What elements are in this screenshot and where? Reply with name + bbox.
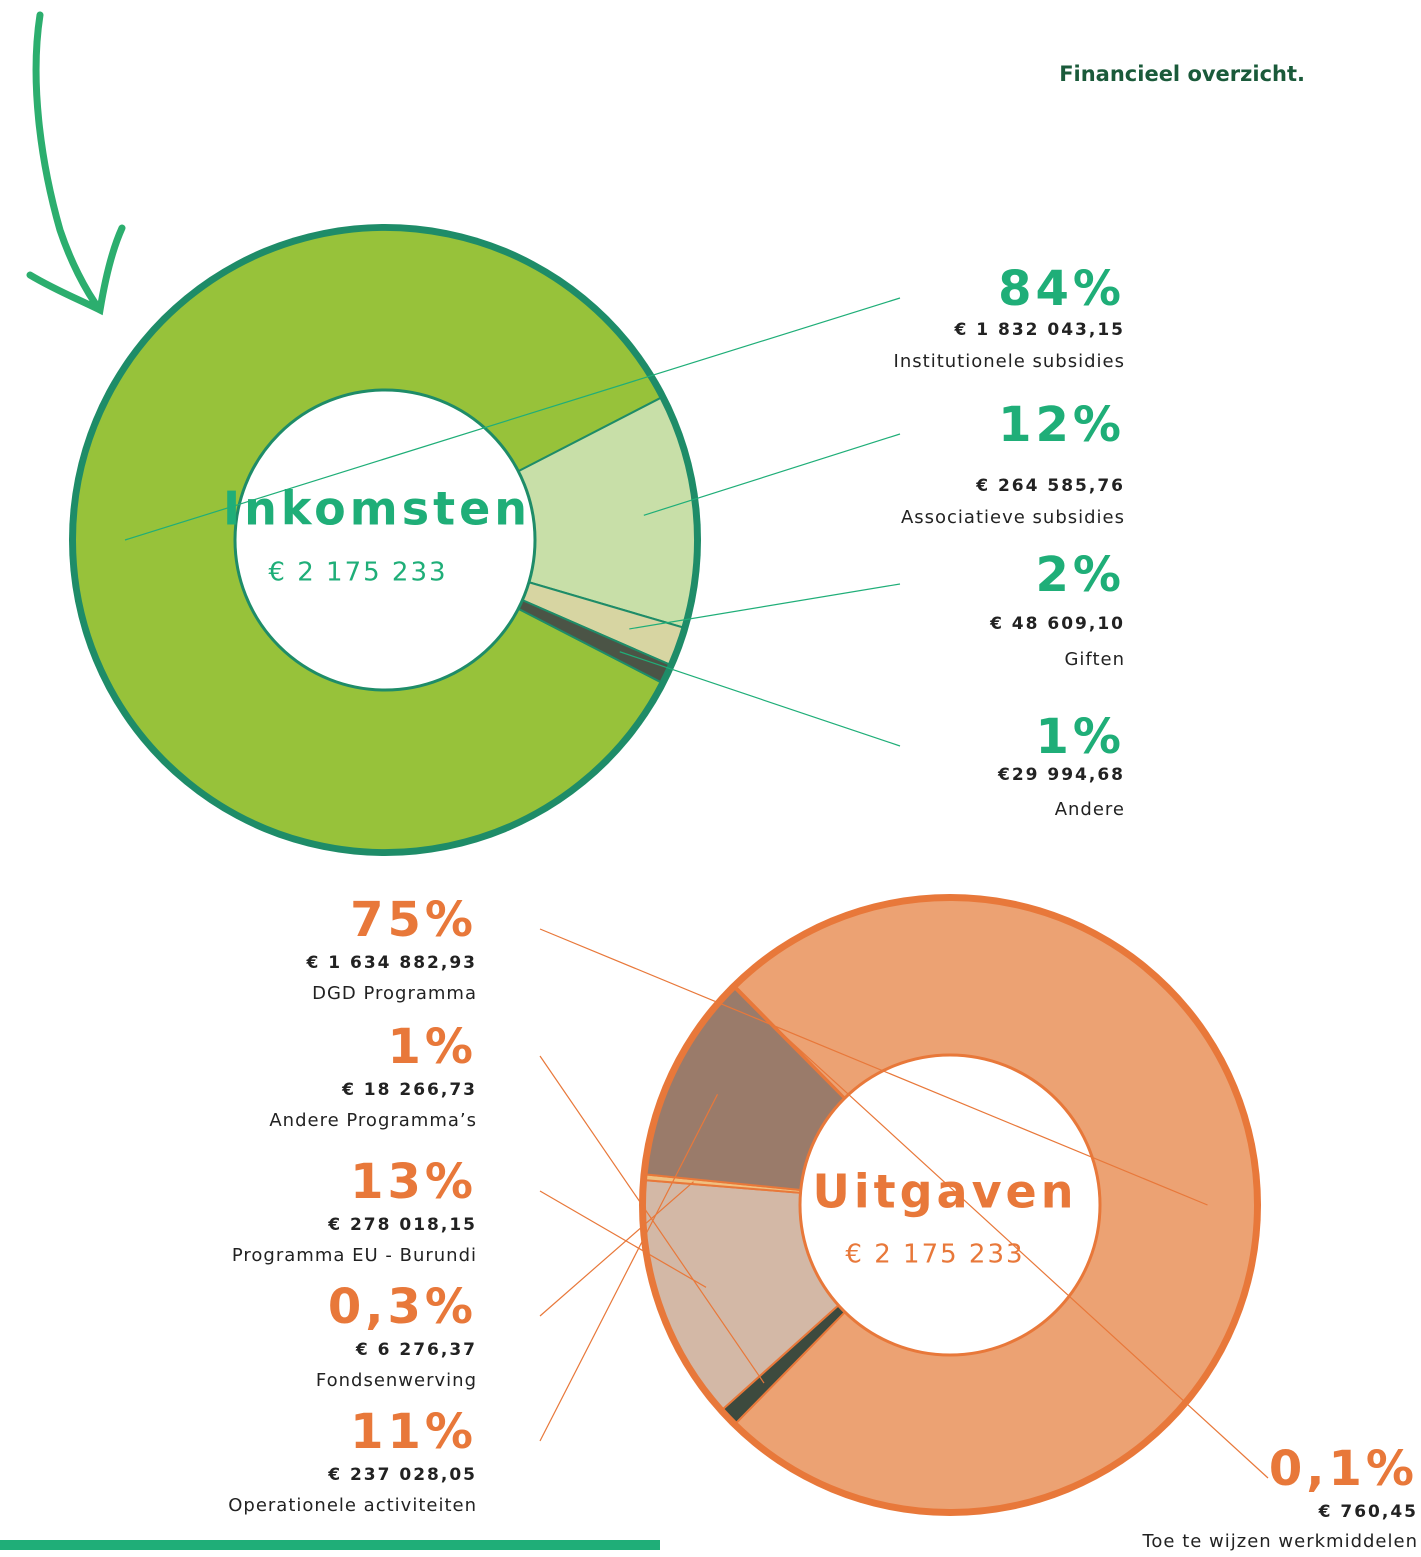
amount-label: € 18 266,73 bbox=[341, 1080, 477, 1100]
amount-label: € 264 585,76 bbox=[975, 476, 1125, 496]
amount-label: € 1 634 882,93 bbox=[306, 953, 478, 973]
category-label: Institutionele subsidies bbox=[894, 351, 1125, 372]
value-label: 13% bbox=[350, 1154, 477, 1210]
arrow bbox=[30, 15, 122, 310]
value-label: 1% bbox=[388, 1019, 478, 1075]
category-label: Giften bbox=[1064, 649, 1125, 670]
page-title: Financieel overzicht. bbox=[1059, 62, 1305, 86]
page: Financieel overzicht. Inkomsten € 2 175 2… bbox=[0, 0, 1421, 1557]
leader-line bbox=[620, 652, 900, 746]
donut-total: € 2 175 233 bbox=[268, 558, 447, 588]
value-label: 0,3% bbox=[328, 1279, 477, 1335]
category-label: Associatieve subsidies bbox=[901, 507, 1125, 528]
donut-title: Inkomsten bbox=[223, 482, 531, 536]
amount-label: € 760,45 bbox=[1318, 1502, 1418, 1522]
category-label: Toe te wijzen werkmiddelen bbox=[1141, 1531, 1418, 1552]
value-label: 11% bbox=[350, 1404, 477, 1460]
amount-label: € 48 609,10 bbox=[989, 614, 1125, 634]
donut-title: Uitgaven bbox=[812, 1165, 1077, 1219]
footer-bar bbox=[0, 1540, 660, 1550]
category-label: Operationele activiteiten bbox=[228, 1495, 477, 1516]
value-label: 2% bbox=[1036, 547, 1126, 603]
category-label: Andere bbox=[1055, 799, 1125, 820]
amount-label: € 1 832 043,15 bbox=[954, 320, 1126, 340]
category-label: Fondsenwerving bbox=[316, 1370, 477, 1391]
amount-label: € 6 276,37 bbox=[355, 1340, 477, 1360]
donut-hole bbox=[235, 390, 535, 690]
amount-label: € 237 028,05 bbox=[327, 1465, 477, 1485]
amount-label: €29 994,68 bbox=[997, 765, 1125, 785]
category-label: DGD Programma bbox=[312, 983, 477, 1004]
value-label: 0,1% bbox=[1269, 1441, 1418, 1497]
value-label: 84% bbox=[998, 261, 1125, 317]
value-label: 75% bbox=[350, 892, 477, 948]
donut-total: € 2 175 233 bbox=[845, 1240, 1024, 1270]
category-label: Andere Programma’s bbox=[269, 1110, 477, 1131]
value-label: 1% bbox=[1036, 709, 1126, 765]
amount-label: € 278 018,15 bbox=[327, 1215, 477, 1235]
value-label: 12% bbox=[998, 397, 1125, 453]
category-label: Programma EU - Burundi bbox=[232, 1245, 477, 1266]
